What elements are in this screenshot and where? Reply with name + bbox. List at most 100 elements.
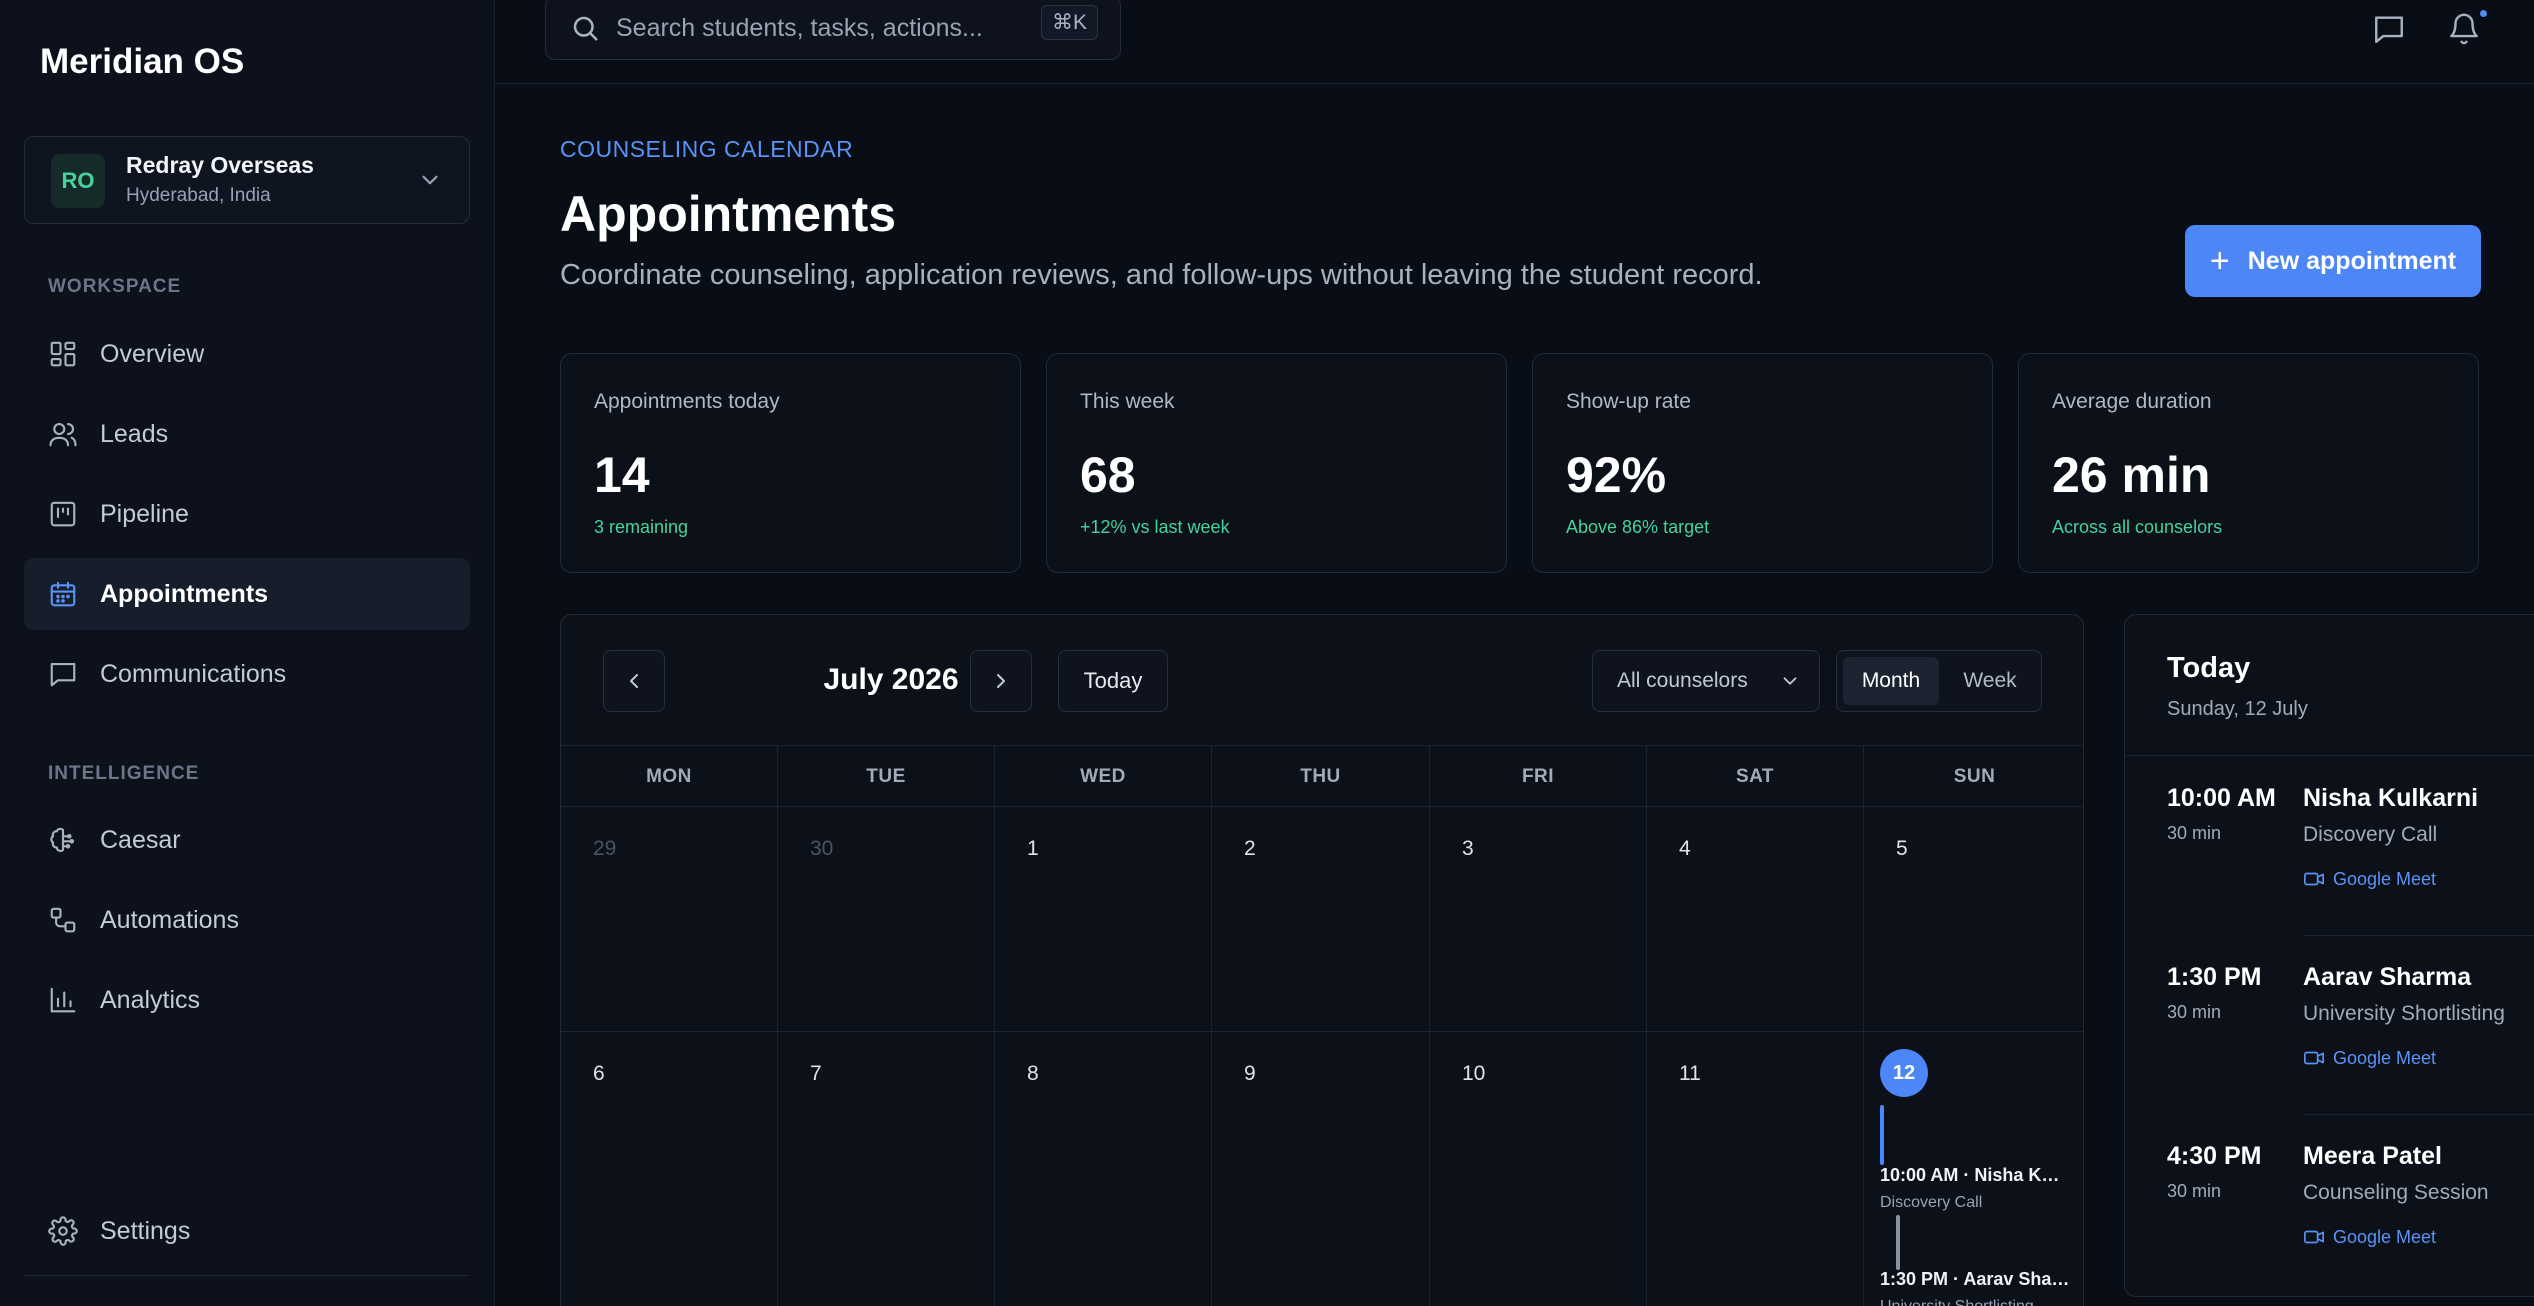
stat-note: Across all counselors <box>2052 517 2223 537</box>
weekday-header: MON TUE WED THU FRI SAT SUN <box>561 745 2083 808</box>
meeting-link[interactable]: Google Meet <box>2303 1226 2436 1248</box>
new-appointment-label: New appointment <box>2247 246 2457 275</box>
prev-month-button[interactable] <box>603 650 665 712</box>
next-month-button[interactable] <box>970 650 1032 712</box>
chevron-left-icon <box>630 674 638 688</box>
appointment-duration: 30 min <box>2167 823 2222 843</box>
today-day-badge: 12 <box>1880 1049 1928 1097</box>
stat-value: 68 <box>1080 447 1136 503</box>
appointment-time: 10:00 AM <box>2167 784 2276 812</box>
appointment-item[interactable]: 1:30 PM 30 min Aarav Sharma University S… <box>2125 935 2534 1114</box>
meeting-link[interactable]: Google Meet <box>2303 1047 2436 1069</box>
day-number: 4 <box>1679 837 1691 860</box>
sidebar-item-settings[interactable]: Settings <box>24 1195 470 1267</box>
appointment-item[interactable]: 4:30 PM 30 min Meera Patel Counseling Se… <box>2125 1114 2534 1293</box>
stat-label: Average duration <box>2052 390 2212 413</box>
sidebar-item-appointments[interactable]: Appointments <box>24 558 470 630</box>
sidebar-item-communications[interactable]: Communications <box>24 638 470 710</box>
today-panel-date: Sunday, 12 July <box>2167 698 2308 720</box>
day-cell[interactable]: 1 <box>995 807 1212 1032</box>
sidebar-item-leads[interactable]: Leads <box>24 398 470 470</box>
sidebar-item-overview[interactable]: Overview <box>24 318 470 390</box>
org-location: Hyderabad, India <box>126 185 271 206</box>
counselor-filter-select[interactable]: All counselors <box>1592 650 1820 712</box>
day-cell[interactable]: 4 <box>1647 807 1864 1032</box>
today-button[interactable]: Today <box>1058 650 1168 712</box>
view-week-tab[interactable]: Week <box>1963 669 2017 692</box>
meeting-link[interactable]: Google Meet <box>2303 868 2436 890</box>
appointment-time: 4:30 PM <box>2167 1142 2262 1170</box>
new-appointment-button[interactable]: + New appointment <box>2185 225 2481 297</box>
plus-icon: + <box>2209 242 2230 280</box>
org-switcher[interactable]: RO Redray Overseas Hyderabad, India <box>24 136 470 224</box>
appointment-student: Aarav Sharma <box>2303 963 2472 991</box>
weekday-label: FRI <box>1430 746 1647 808</box>
divider <box>2303 1114 2534 1115</box>
stat-card-average-duration: Average duration 26 min Across all couns… <box>2018 353 2479 573</box>
chevron-down-icon <box>422 175 438 185</box>
day-cell[interactable]: 11 <box>1647 1032 1864 1306</box>
day-cell[interactable]: 10 <box>1430 1032 1647 1306</box>
meeting-link-label: Google Meet <box>2333 1047 2437 1068</box>
video-icon <box>2304 872 2324 886</box>
day-number: 3 <box>1462 837 1474 860</box>
sidebar-item-analytics[interactable]: Analytics <box>24 964 470 1036</box>
appointment-time: 1:30 PM <box>2167 963 2262 991</box>
topbar: Search students, tasks, actions... ⌘K <box>495 0 2534 84</box>
divider <box>2125 755 2534 756</box>
day-cell[interactable]: 6 <box>561 1032 778 1306</box>
sidebar-item-label: Communications <box>100 659 287 688</box>
sidebar-item-caesar[interactable]: Caesar <box>24 804 470 876</box>
chat-icon[interactable] <box>2372 12 2406 46</box>
appointment-type: University Shortlisting <box>2303 1002 2505 1025</box>
sidebar-item-automations[interactable]: Automations <box>24 884 470 956</box>
stat-label: Show-up rate <box>1566 390 1691 413</box>
weekday-label: THU <box>1212 746 1430 808</box>
day-cell[interactable]: 5 <box>1864 807 2083 1032</box>
weekday-label: SUN <box>1953 766 1996 787</box>
view-toggle: Month Week <box>1836 650 2042 712</box>
day-cell[interactable]: 29 <box>561 807 778 1032</box>
appointment-item[interactable]: 10:00 AM 30 min Nisha Kulkarni Discovery… <box>2125 756 2534 935</box>
day-cell-today[interactable]: 12 10:00 AM · Nisha Kulkarni Discovery C… <box>1864 1032 2083 1306</box>
page-subtitle: Coordinate counseling, application revie… <box>560 259 1763 291</box>
weekday-label: MON <box>561 746 778 808</box>
day-number: 6 <box>593 1062 605 1085</box>
section-label-workspace: WORKSPACE <box>48 276 182 297</box>
stat-card-appointments-today: Appointments today 14 3 remaining <box>560 353 1021 573</box>
appointment-type: Discovery Call <box>2303 823 2438 846</box>
day-cell[interactable]: 8 <box>995 1032 1212 1306</box>
view-month-tab[interactable]: Month <box>1843 657 1939 705</box>
day-number: 9 <box>1244 1062 1256 1085</box>
month-label: July 2026 <box>823 663 959 696</box>
meeting-link-label: Google Meet <box>2333 868 2437 889</box>
day-cell[interactable]: 2 <box>1212 807 1430 1032</box>
divider <box>2303 935 2534 936</box>
brain-icon <box>50 827 75 853</box>
bell-icon[interactable] <box>2447 12 2481 46</box>
meeting-link-label: Google Meet <box>2333 1226 2437 1247</box>
counselor-filter-value: All counselors <box>1617 669 1748 692</box>
sidebar-item-label: Settings <box>100 1216 191 1245</box>
event-color-bar <box>1896 1215 1900 1270</box>
message-icon <box>50 662 76 687</box>
video-icon <box>2304 1051 2324 1065</box>
sidebar-item-label: Leads <box>100 419 169 448</box>
search-input[interactable]: Search students, tasks, actions... ⌘K <box>545 0 1121 60</box>
day-cell[interactable]: 30 <box>778 807 995 1032</box>
day-number: 29 <box>593 837 617 860</box>
weekday-label: SAT <box>1647 746 1864 808</box>
month-calendar: July 2026 Today All counselors Month Wee… <box>560 614 2084 1306</box>
app-logo[interactable]: Meridian OS <box>40 42 245 81</box>
stat-value: 14 <box>594 447 650 503</box>
appointment-duration: 30 min <box>2167 1181 2222 1201</box>
event-color-bar <box>1880 1105 1884 1165</box>
day-cell[interactable]: 3 <box>1430 807 1647 1032</box>
day-number: 1 <box>1027 837 1039 860</box>
event-title: 1:30 PM · Aarav Sharma <box>1880 1269 2070 1289</box>
search-placeholder: Search students, tasks, actions... <box>616 14 983 42</box>
sidebar-item-pipeline[interactable]: Pipeline <box>24 478 470 550</box>
day-cell[interactable]: 9 <box>1212 1032 1430 1306</box>
day-cell[interactable]: 7 <box>778 1032 995 1306</box>
sidebar-item-label: Caesar <box>100 825 181 854</box>
